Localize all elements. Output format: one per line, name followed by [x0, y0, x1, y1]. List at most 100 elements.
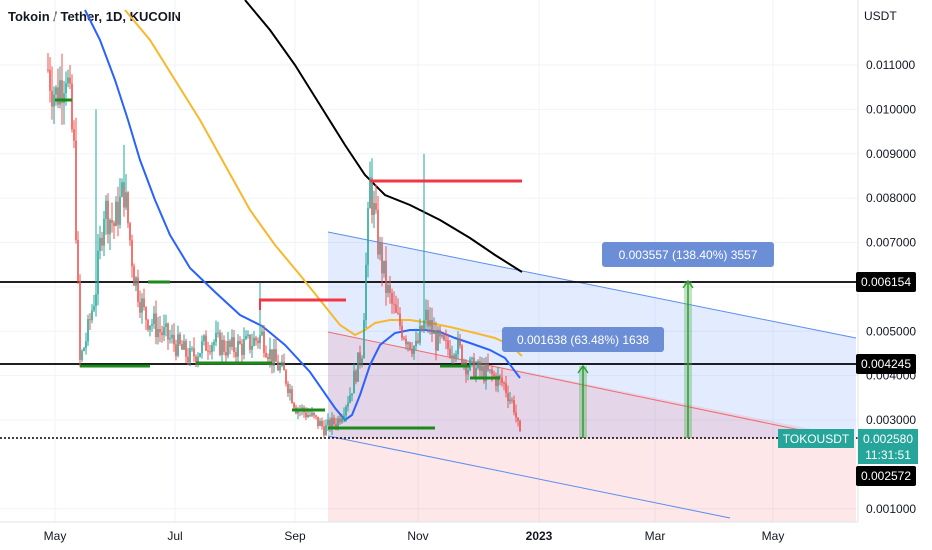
candle-body: [481, 366, 483, 371]
y-axis-unit: USDT: [864, 9, 897, 23]
candle-body: [407, 342, 409, 345]
x-tick-label: 2023: [526, 529, 553, 543]
candle-body: [341, 418, 343, 423]
candle-body: [169, 338, 171, 340]
candle-body: [285, 370, 287, 384]
candle-body: [369, 177, 371, 209]
candle-body: [365, 264, 367, 320]
candle-body: [445, 339, 447, 341]
y-tick-label: 0.009000: [866, 147, 916, 161]
candle-body: [103, 218, 105, 246]
candle-body: [61, 80, 63, 104]
candle-body: [213, 342, 215, 345]
candle-body: [467, 369, 469, 375]
candle-body: [181, 344, 183, 350]
candle-body: [283, 361, 285, 371]
candle-body: [337, 418, 339, 427]
x-tick-label: Mar: [645, 529, 666, 543]
candle-body: [377, 209, 379, 255]
candle-body: [225, 351, 227, 356]
candle-body: [515, 412, 517, 418]
candle-body: [409, 342, 411, 350]
candle-body: [251, 345, 253, 350]
candle-body: [291, 389, 293, 404]
candle-body: [513, 400, 515, 413]
candle-body: [389, 284, 391, 294]
candle-body: [201, 341, 203, 354]
candle-body: [163, 327, 165, 336]
candle-body: [383, 260, 385, 274]
candle-body: [501, 377, 503, 383]
candle-body: [461, 345, 463, 365]
candle-body: [89, 319, 91, 321]
candle-body: [403, 338, 405, 340]
candle-body: [507, 393, 509, 402]
y-tick-label: 0.003000: [866, 413, 916, 427]
candle-body: [489, 369, 491, 371]
candle-body: [441, 335, 443, 337]
candle-body: [59, 80, 61, 105]
ma-black: [244, 0, 523, 273]
candle-body: [221, 339, 223, 355]
candle-body: [263, 331, 265, 353]
measure-label-2-text: 0.003557 (138.40%) 3557: [619, 248, 758, 262]
candle-body: [315, 415, 317, 417]
candle-body: [227, 340, 229, 356]
candle-body: [399, 313, 401, 326]
candle-body: [237, 341, 239, 357]
candle-body: [267, 356, 269, 360]
candle-body: [127, 192, 129, 224]
candle-body: [411, 349, 413, 354]
candle-body: [375, 203, 377, 210]
candle-body: [253, 337, 255, 346]
candle-body: [331, 417, 333, 430]
candle-body: [149, 325, 151, 330]
candle-body: [69, 77, 71, 84]
candle-body: [443, 335, 445, 340]
current-price-countdown: 11:31:51: [865, 448, 911, 462]
candle-body: [431, 319, 433, 335]
candle-body: [279, 365, 281, 371]
candle-body: [229, 340, 231, 347]
candles: [47, 53, 521, 438]
candle-body: [243, 339, 245, 355]
current-price-bg: [858, 429, 918, 464]
candle-body: [177, 334, 179, 356]
candle-body: [423, 320, 425, 331]
candle-body: [473, 357, 475, 379]
candle-body: [435, 330, 437, 351]
grid: [0, 0, 858, 522]
candle-body: [439, 329, 441, 337]
candle-body: [179, 334, 181, 345]
candle-body: [505, 383, 507, 394]
candle-body: [329, 419, 331, 430]
candle-body: [309, 414, 311, 416]
candle-body: [419, 325, 421, 343]
candle-body: [137, 277, 139, 302]
candle-body: [485, 364, 487, 382]
measure-arrow-2-head: [682, 279, 694, 289]
candle-body: [353, 370, 355, 394]
candle-body: [81, 350, 83, 360]
candle-body: [503, 382, 505, 384]
current-price-value: 0.002580: [863, 432, 913, 446]
candle-body: [47, 69, 49, 71]
candle-body: [449, 348, 451, 358]
candle-body: [187, 356, 189, 363]
candle-body: [239, 341, 241, 344]
candle-body: [509, 399, 511, 402]
y-tick-label: 0.011000: [866, 58, 915, 72]
price-axis: 0.0010000.0030000.0040000.0050000.006000…: [778, 0, 918, 522]
candle-body: [357, 352, 359, 382]
level-price-label-bg: [856, 466, 916, 486]
candle-body: [401, 325, 403, 339]
measure-label-1: 0.001638 (63.48%) 1638: [502, 327, 664, 352]
candle-body: [393, 303, 395, 305]
candle-body: [381, 242, 383, 274]
candle-body: [269, 349, 271, 360]
candle-body: [313, 412, 315, 416]
candle-body: [257, 340, 259, 344]
candle-body: [335, 424, 337, 427]
level-price-label: 0.004245: [861, 357, 911, 371]
